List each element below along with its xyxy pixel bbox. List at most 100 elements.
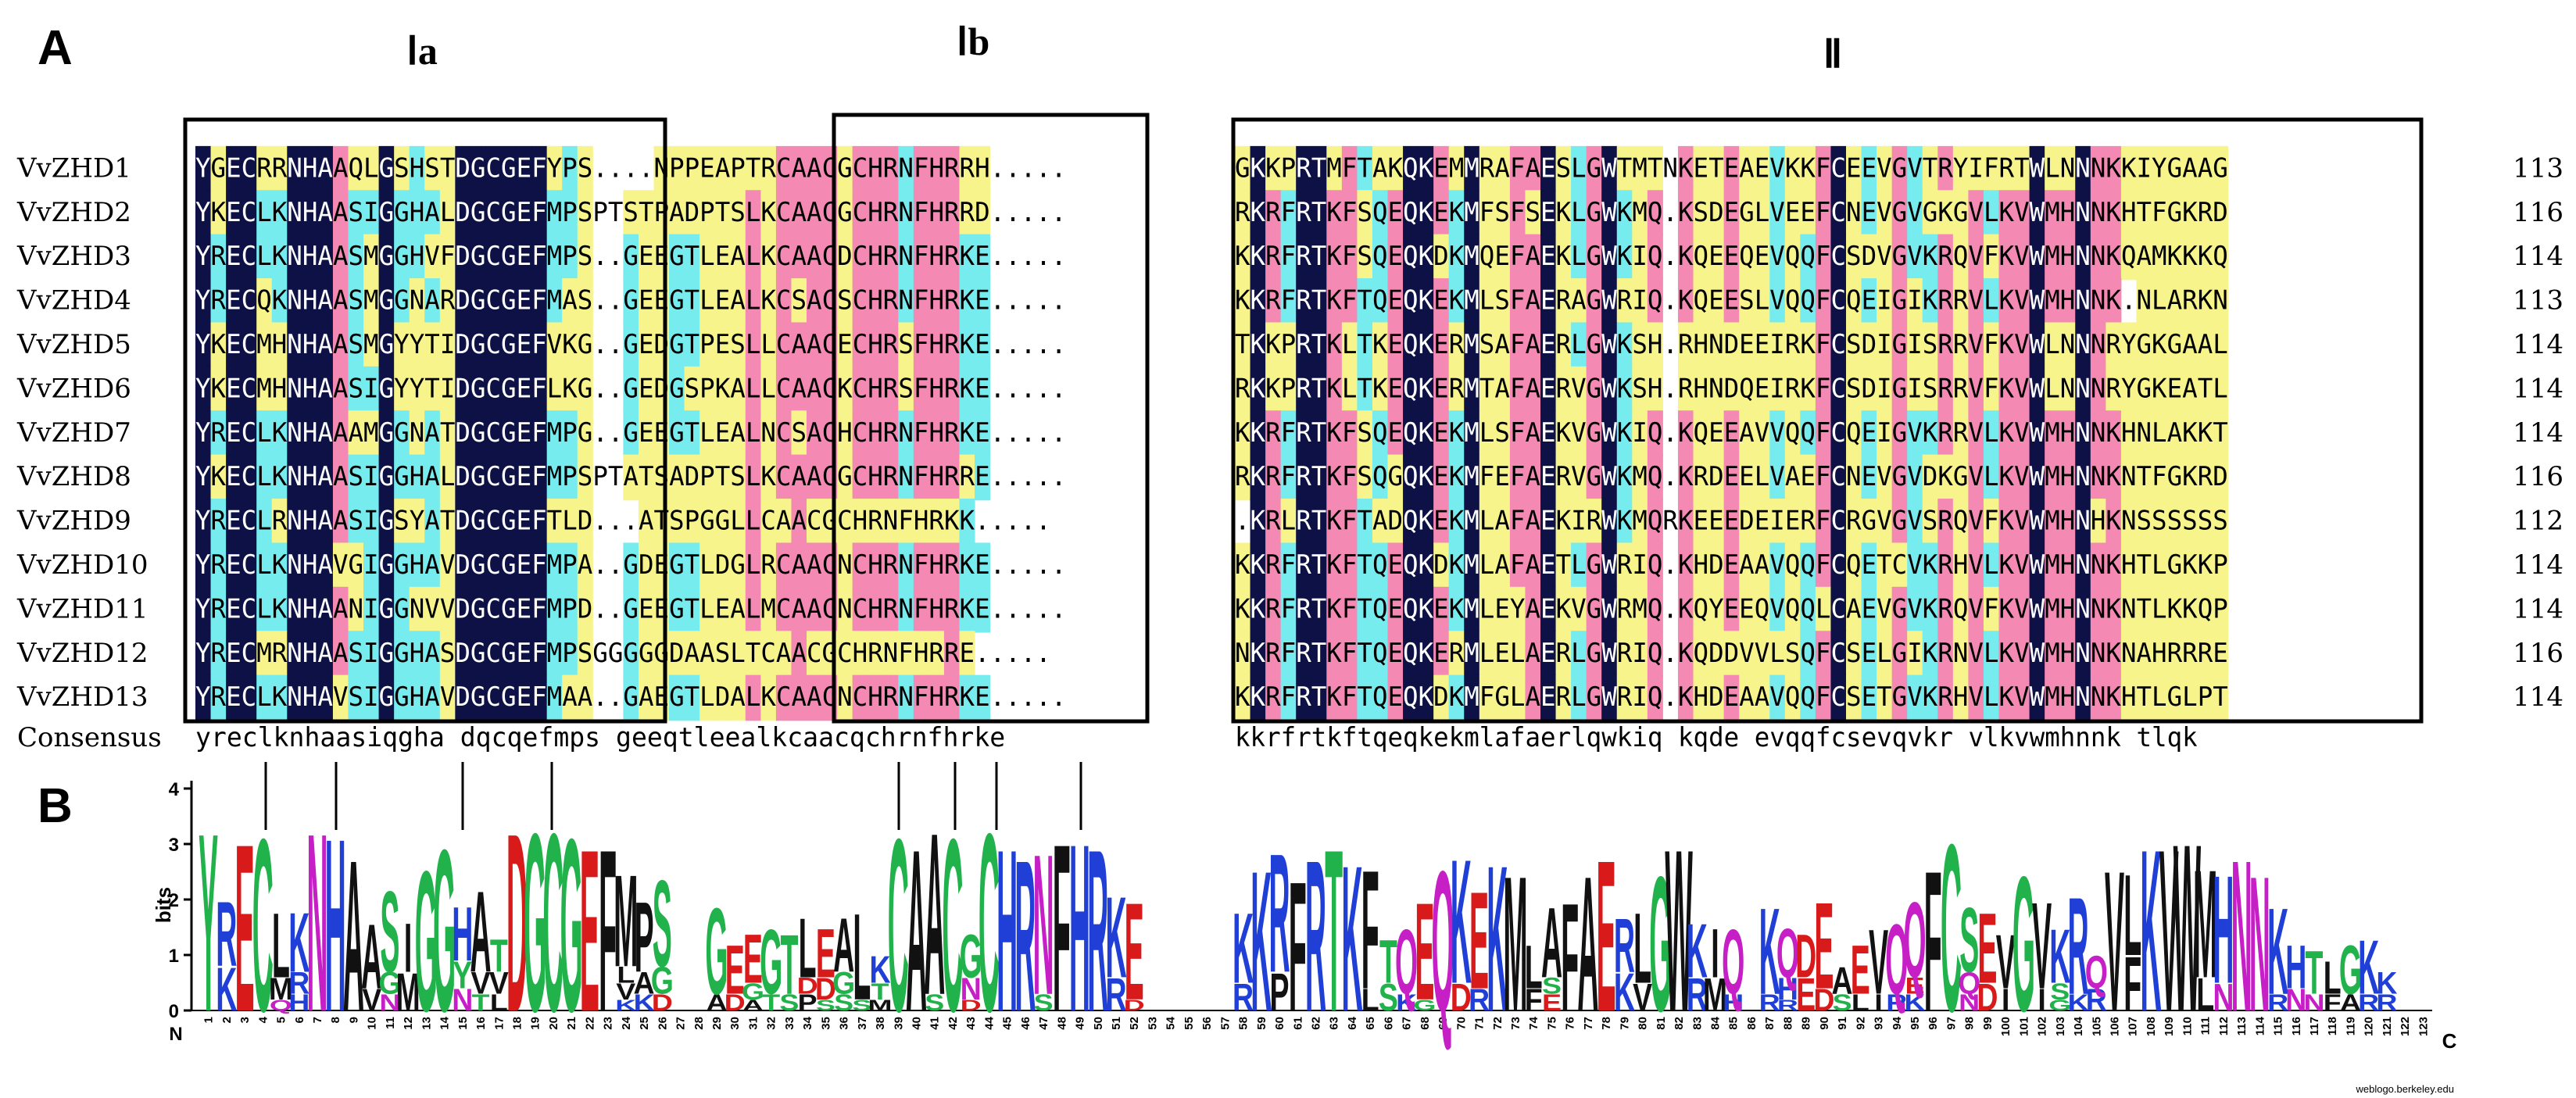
residue-highlight bbox=[1341, 278, 1358, 324]
residue-highlight bbox=[1708, 234, 1725, 281]
position-label: 90 bbox=[1818, 1017, 1831, 1030]
residue-highlight bbox=[1632, 278, 1648, 324]
residue-highlight bbox=[1616, 234, 1633, 281]
residue-highlight bbox=[516, 278, 532, 324]
residue-highlight bbox=[455, 145, 471, 192]
residue-highlight bbox=[1341, 190, 1358, 236]
residue-highlight bbox=[898, 145, 914, 192]
residue-highlight bbox=[2075, 278, 2091, 324]
sequence-text: RKKPRTKLTKEQKERMTAFAERVGWKSH.RHNDQEIRKFC… bbox=[1235, 373, 2228, 404]
logo-letter: R bbox=[1268, 818, 1290, 1007]
residue-highlight bbox=[210, 322, 227, 369]
logo-letter: S bbox=[1959, 889, 1979, 992]
residue-highlight bbox=[730, 366, 746, 413]
sequence-length: 113 bbox=[2513, 152, 2563, 184]
residue-highlight bbox=[975, 322, 991, 369]
residue-highlight bbox=[1891, 278, 1908, 324]
residue-highlight bbox=[1448, 190, 1465, 236]
position-label: 116 bbox=[2290, 1017, 2303, 1035]
residue-highlight bbox=[546, 145, 563, 192]
residue-highlight bbox=[1861, 190, 1877, 236]
residue-highlight bbox=[2106, 145, 2122, 192]
residue-highlight bbox=[1815, 190, 1831, 236]
residue-highlight bbox=[1907, 145, 1923, 192]
residue-highlight bbox=[1693, 145, 1709, 192]
residue-highlight bbox=[623, 322, 639, 369]
ytick-label: 2 bbox=[169, 890, 179, 911]
residue-highlight bbox=[837, 366, 853, 413]
residue-highlight bbox=[745, 234, 761, 281]
residue-highlight bbox=[882, 145, 899, 192]
residue-highlight bbox=[1693, 322, 1709, 369]
residue-highlight bbox=[195, 145, 212, 192]
position-label: 27 bbox=[674, 1017, 688, 1030]
residue-highlight bbox=[1372, 234, 1388, 281]
residue-highlight bbox=[577, 234, 593, 281]
logo-letter: T bbox=[2306, 939, 2324, 1007]
logo-letter: L bbox=[2123, 850, 2141, 980]
residue-highlight bbox=[1647, 234, 1663, 281]
residue-highlight bbox=[745, 322, 761, 369]
residue-highlight bbox=[1479, 145, 1495, 192]
residue-highlight bbox=[1952, 145, 1969, 192]
residue-highlight bbox=[1723, 366, 1740, 413]
residue-highlight bbox=[1235, 145, 1251, 192]
residue-highlight bbox=[1250, 190, 1266, 236]
residue-highlight bbox=[2106, 366, 2122, 413]
sequence-name: VvZHD3 bbox=[16, 241, 131, 272]
residue-highlight bbox=[195, 234, 212, 281]
residue-highlight bbox=[684, 322, 700, 369]
residue-highlight bbox=[2106, 322, 2122, 369]
residue-highlight bbox=[1235, 234, 1251, 281]
residue-highlight bbox=[1387, 322, 1404, 369]
residue-highlight bbox=[1250, 278, 1266, 324]
residue-highlight bbox=[1357, 366, 1373, 413]
residue-highlight bbox=[2166, 145, 2183, 192]
residue-highlight bbox=[226, 190, 242, 236]
sequence-text: .KRLRTKFTADQKEKMLAFAEKIRWKMQRKEEEDEIERFC… bbox=[1235, 506, 2228, 537]
residue-highlight bbox=[1632, 366, 1648, 413]
residue-highlight bbox=[1341, 322, 1358, 369]
residue-highlight bbox=[1784, 322, 1801, 369]
residue-highlight bbox=[1418, 145, 1434, 192]
sequence-text: KKRFRTKFTQEQKDKMLAFAETLGWRIQ.KHDEAAVQQFC… bbox=[1235, 549, 2228, 581]
sequence-length: 114 bbox=[2513, 681, 2563, 713]
alignment-row: VvZHD10 YRECLKNHAVGIGGHAVDGCGEFMPA..GDEGT… bbox=[16, 542, 2563, 589]
logo-letter: F bbox=[1053, 796, 1071, 1062]
residue-highlight bbox=[1311, 366, 1327, 413]
residue-highlight bbox=[1494, 322, 1511, 369]
residue-highlight bbox=[868, 278, 884, 324]
residue-highlight bbox=[1250, 366, 1266, 413]
residue-highlight bbox=[501, 366, 517, 413]
consensus-label: Consensus bbox=[17, 722, 162, 753]
residue-highlight bbox=[791, 366, 807, 413]
residue-highlight bbox=[287, 234, 303, 281]
residue-highlight bbox=[287, 190, 303, 236]
position-label: 120 bbox=[2363, 1017, 2376, 1036]
residue-highlight bbox=[1280, 190, 1297, 236]
residue-highlight bbox=[1494, 234, 1511, 281]
residue-highlight bbox=[1693, 234, 1709, 281]
residue-highlight bbox=[928, 366, 945, 413]
residue-highlight bbox=[2213, 190, 2229, 236]
residue-highlight bbox=[1846, 190, 1862, 236]
residue-highlight bbox=[424, 366, 441, 413]
residue-highlight bbox=[807, 322, 823, 369]
residue-highlight bbox=[2182, 145, 2199, 192]
sequence-text: YRECLKNHAVSIGGHAVDGCGEFMAA..GAEGTLDALKCA… bbox=[195, 681, 1066, 713]
residue-highlight bbox=[730, 234, 746, 281]
residue-highlight bbox=[2152, 234, 2168, 281]
residue-highlight bbox=[1372, 190, 1388, 236]
residue-highlight bbox=[1784, 190, 1801, 236]
residue-highlight bbox=[226, 234, 242, 281]
residue-highlight bbox=[1815, 322, 1831, 369]
residue-highlight bbox=[1509, 234, 1526, 281]
residue-highlight bbox=[1571, 322, 1587, 369]
sequence-text: NKRFRTKFTQEQKERMLELAERLGWRIQ.KQDDVVLSQFC… bbox=[1235, 638, 2228, 669]
sequence-text: YKECMHNHAASMGYYTIDGCGEFVKG..GEDGTPESLLCA… bbox=[195, 329, 1066, 360]
residue-highlight bbox=[1693, 190, 1709, 236]
residue-highlight bbox=[623, 234, 639, 281]
position-label: 56 bbox=[1200, 1017, 1214, 1030]
position-label: 36 bbox=[838, 1017, 851, 1030]
residue-highlight bbox=[1846, 366, 1862, 413]
